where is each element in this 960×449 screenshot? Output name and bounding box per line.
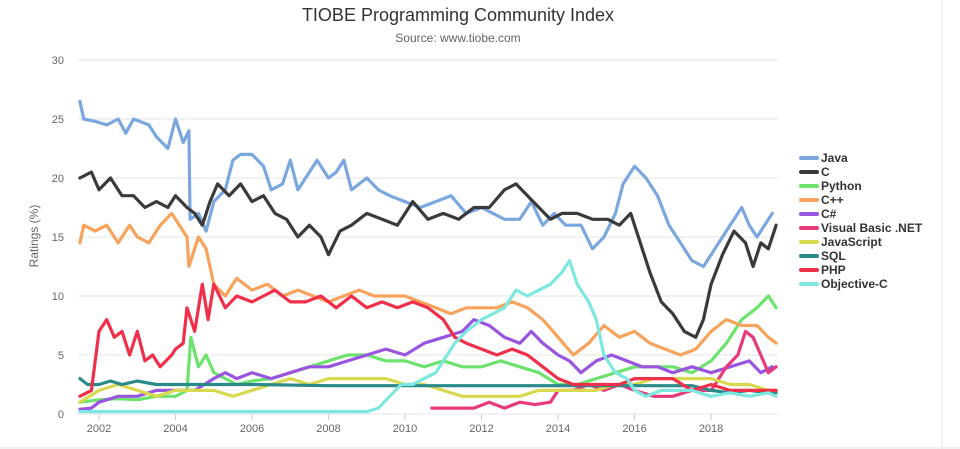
series-line-python [78, 294, 778, 404]
x-tick-label: 2010 [393, 423, 417, 435]
legend-label-python: Python [821, 179, 862, 193]
chart-title: TIOBE Programming Community Index [302, 5, 614, 25]
legend-label-visual-basic-net: Visual Basic .NET [821, 221, 923, 235]
legend-label-c: C# [821, 207, 837, 221]
chart-subtitle: Source: www.tiobe.com [395, 31, 520, 45]
x-tick-label: 2008 [316, 423, 340, 435]
legend-label-java: Java [821, 151, 848, 165]
y-tick-label: 15 [52, 232, 64, 244]
x-tick-label: 2002 [87, 423, 111, 435]
y-tick-label: 25 [52, 114, 64, 126]
y-tick-label: 5 [58, 350, 64, 362]
x-tick-label: 2018 [699, 423, 723, 435]
series-line-php [78, 282, 778, 398]
legend-label-php: PHP [821, 263, 846, 277]
legend-label-javascript: JavaScript [821, 235, 882, 249]
series-lines [78, 99, 778, 414]
series-line-sql [78, 377, 778, 395]
y-axis-ticks: 0 5 10 15 20 25 30 [52, 55, 64, 421]
legend-label-sql: SQL [821, 249, 846, 263]
y-tick-label: 20 [52, 173, 64, 185]
x-tick-label: 2012 [469, 423, 493, 435]
series-line-objective-c [78, 259, 778, 414]
x-tick-label: 2014 [546, 423, 570, 435]
x-axis-ticks: 2002 2004 2006 2008 2010 2012 2014 2016 2018 [87, 414, 723, 435]
series-line-java [78, 99, 774, 269]
y-tick-label: 30 [52, 55, 64, 67]
y-tick-label: 10 [52, 291, 64, 303]
legend-label-c: C++ [821, 193, 844, 207]
x-tick-label: 2016 [622, 423, 646, 435]
legend-label-objective-c: Objective-C [821, 277, 888, 291]
series-line-c [78, 211, 778, 357]
x-tick-label: 2004 [163, 423, 187, 435]
series-line-visual-basic-net [430, 329, 778, 410]
grid-lines [78, 59, 778, 415]
x-tick-label: 2006 [240, 423, 264, 435]
legend-label-c: C [821, 165, 830, 179]
series-line-c [78, 170, 778, 339]
y-tick-label: 0 [58, 409, 64, 421]
y-axis-title: Ratings (%) [27, 205, 41, 268]
